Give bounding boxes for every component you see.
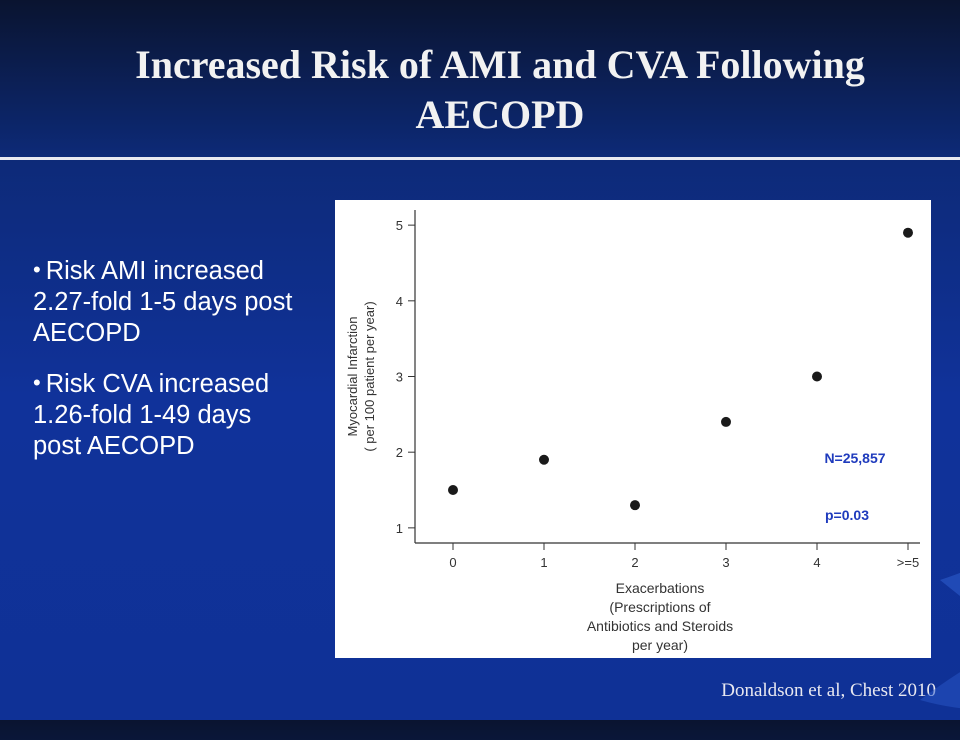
citation: Donaldson et al, Chest 2010: [721, 680, 936, 701]
bullet-dot-icon: •: [33, 370, 41, 395]
data-point: [903, 227, 913, 238]
data-point: [721, 416, 731, 427]
decorative-swoosh: [920, 572, 960, 709]
data-point: [539, 454, 549, 465]
x-tick-label: 3: [722, 555, 729, 570]
bullet-dot-icon: •: [33, 257, 41, 282]
title-line-1: Increased Risk of AMI and CVA Following: [135, 42, 865, 87]
y-axis-label: ( per 100 patient per year): [362, 301, 377, 451]
scatter-chart: 1 2 3 4 5 0 1 2 3 4 >=5 Myocardial Infarction( per …: [345, 210, 920, 653]
slide-title: Increased Risk of AMI and CVA Following …: [40, 40, 960, 140]
chart-panel: 1 2 3 4 5 0 1 2 3 4 >=5 Myocardial Infarction( per …: [335, 200, 931, 658]
x-tick-label: 0: [449, 555, 456, 570]
title-line-2: AECOPD: [415, 92, 585, 137]
y-tick-label: 2: [396, 445, 403, 460]
x-axis-label: Exacerbations: [616, 580, 705, 596]
y-tick-label: 4: [396, 294, 403, 309]
x-tick-label: 4: [813, 555, 820, 570]
bullet-item-cva: • Risk CVA increased 1.26-fold 1-49 days …: [33, 367, 295, 462]
chart-annotation: N=25,857: [824, 450, 885, 466]
bullet-item-ami: • Risk AMI increased 2.27-fold 1-5 days p…: [33, 254, 295, 349]
bullet-list: • Risk AMI increased 2.27-fold 1-5 days p…: [33, 254, 295, 480]
data-point: [630, 500, 640, 511]
y-tick-label: 3: [396, 370, 403, 385]
x-tick-label: 2: [631, 555, 638, 570]
title-divider: [0, 157, 960, 160]
bullet-text-cva: Risk CVA increased 1.26-fold 1-49 days p…: [33, 370, 270, 460]
data-point: [448, 485, 458, 496]
chart-annotation: p=0.03: [825, 507, 869, 523]
y-axis-label: Myocardial Infarction: [345, 317, 360, 437]
x-tick-label: 1: [540, 555, 547, 570]
x-axis-label: (Prescriptions of: [609, 599, 710, 615]
y-tick-label: 1: [396, 521, 403, 536]
x-tick-label: >=5: [897, 555, 919, 570]
x-axis-label: per year): [632, 637, 688, 653]
y-tick-label: 5: [396, 218, 403, 233]
bullet-text-ami: Risk AMI increased 2.27-fold 1-5 days po…: [33, 257, 293, 347]
data-point: [812, 371, 822, 382]
x-axis-label: Antibiotics and Steroids: [587, 618, 733, 634]
